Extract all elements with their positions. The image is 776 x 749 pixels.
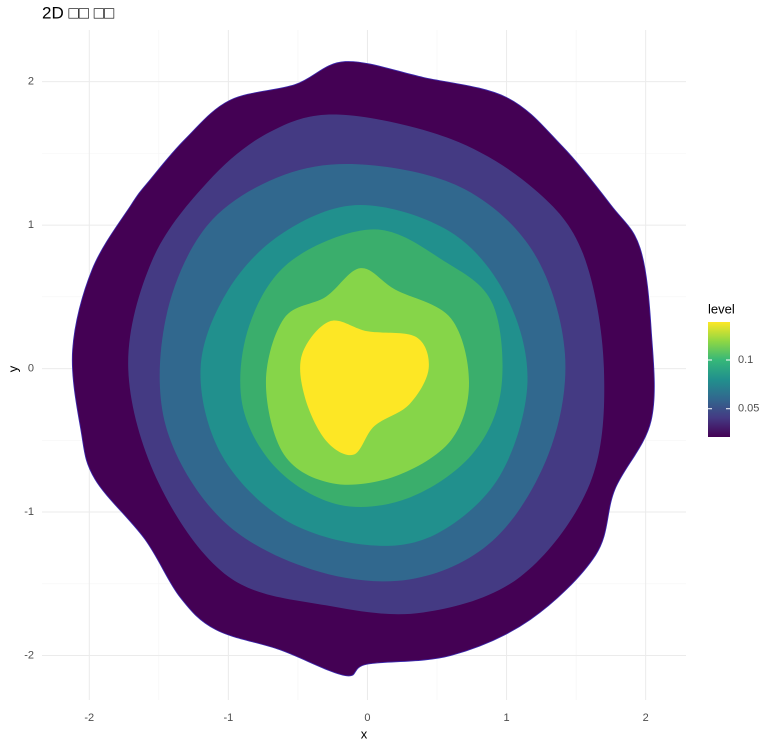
colorbar-tick-label: 0.05 (738, 403, 759, 415)
y-tick-label: 2 (28, 76, 34, 88)
contour-band (300, 320, 429, 456)
x-tick-label: -1 (223, 712, 233, 724)
chart-title: 2D □□ □□ (42, 3, 114, 22)
x-tick-label: -2 (84, 712, 94, 724)
y-tick-label: 1 (28, 219, 34, 231)
x-axis-label: x (361, 726, 368, 741)
contour-bands (71, 61, 655, 677)
y-tick-label: 0 (28, 362, 34, 374)
x-tick-label: 1 (504, 712, 510, 724)
x-tick-label: 2 (643, 712, 649, 724)
x-tick-label: 0 (364, 712, 370, 724)
y-tick-label: -2 (24, 649, 34, 661)
y-tick-label: -1 (24, 506, 34, 518)
legend-title: level (708, 301, 735, 316)
y-axis-label: y (5, 365, 20, 372)
colorbar-tick-label: 0.1 (738, 354, 753, 366)
colorbar (708, 322, 730, 437)
